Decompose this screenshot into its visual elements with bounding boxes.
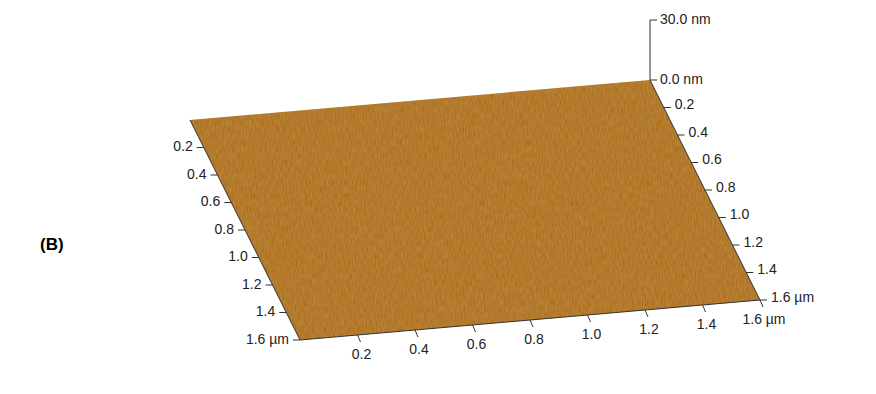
svg-text:1.4: 1.4 (697, 316, 717, 332)
svg-text:0.4: 0.4 (689, 124, 709, 140)
svg-text:0.8: 0.8 (215, 221, 235, 237)
svg-text:1.6 µm: 1.6 µm (246, 331, 289, 347)
svg-text:1.2: 1.2 (744, 234, 764, 250)
svg-text:1.0: 1.0 (582, 326, 602, 342)
svg-text:0.4: 0.4 (409, 341, 429, 357)
svg-text:0.4: 0.4 (187, 166, 207, 182)
svg-text:1.4: 1.4 (256, 303, 276, 319)
svg-text:0.2: 0.2 (352, 346, 372, 362)
svg-text:0.6: 0.6 (702, 151, 722, 167)
svg-text:0.0 nm: 0.0 nm (660, 71, 703, 87)
svg-text:0.6: 0.6 (467, 336, 487, 352)
svg-text:0.2: 0.2 (173, 138, 193, 154)
svg-text:(B): (B) (40, 235, 64, 254)
svg-text:0.8: 0.8 (716, 179, 736, 195)
svg-text:1.2: 1.2 (639, 321, 659, 337)
svg-text:0.8: 0.8 (524, 331, 544, 347)
svg-text:0.2: 0.2 (675, 96, 695, 112)
svg-text:1.0: 1.0 (730, 206, 750, 222)
svg-text:1.6 µm: 1.6 µm (742, 311, 785, 327)
svg-text:1.6 µm: 1.6 µm (771, 289, 814, 305)
svg-text:1.4: 1.4 (757, 261, 777, 277)
svg-text:1.2: 1.2 (242, 276, 262, 292)
svg-text:30.0 nm: 30.0 nm (660, 11, 711, 27)
svg-text:1.0: 1.0 (228, 248, 248, 264)
svg-text:0.6: 0.6 (201, 193, 221, 209)
